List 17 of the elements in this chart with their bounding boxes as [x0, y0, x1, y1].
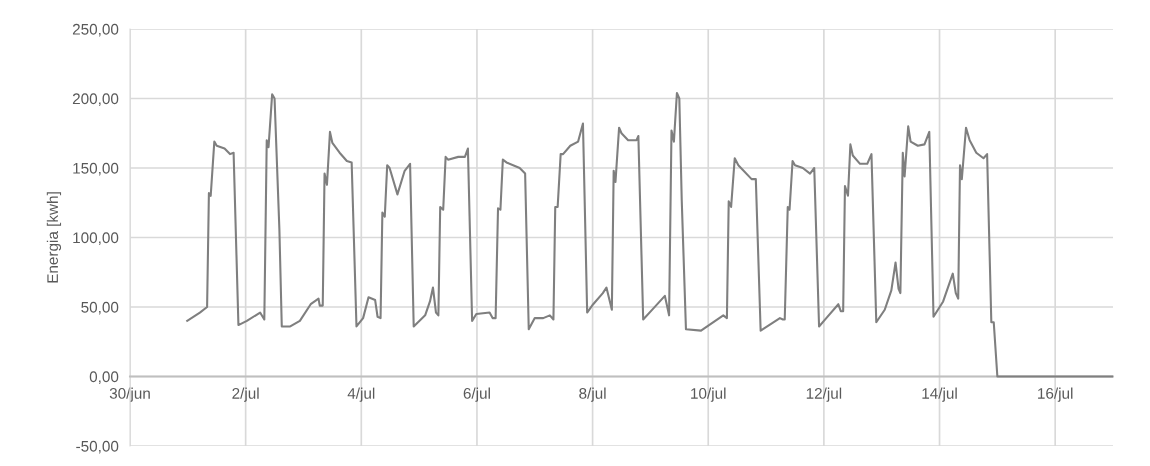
- x-tick-label: 14/jul: [922, 387, 957, 402]
- x-tick-label: 4/jul: [347, 387, 375, 402]
- x-tick-label: 12/jul: [806, 387, 842, 402]
- y-axis-title: Energia [kwh]: [46, 192, 62, 283]
- y-tick-label: 150,00: [73, 162, 119, 176]
- x-tick-label: 8/jul: [579, 387, 606, 402]
- x-tick-label: 16/jul: [1038, 387, 1073, 402]
- y-tick-label: 100,00: [73, 232, 119, 245]
- x-tick-label: 10/jul: [691, 387, 726, 402]
- y-tick-label: 200,00: [72, 93, 119, 106]
- y-tick-label: 50,00: [81, 301, 119, 315]
- y-tick-label: -50,00: [76, 440, 119, 454]
- y-tick-label: 0,00: [89, 371, 119, 384]
- x-tick-label: 30/jun: [109, 387, 150, 402]
- y-tick-label: 250,00: [72, 23, 119, 37]
- x-tick-label: 2/jul: [232, 387, 259, 402]
- x-tick-label: 6/jul: [463, 387, 490, 402]
